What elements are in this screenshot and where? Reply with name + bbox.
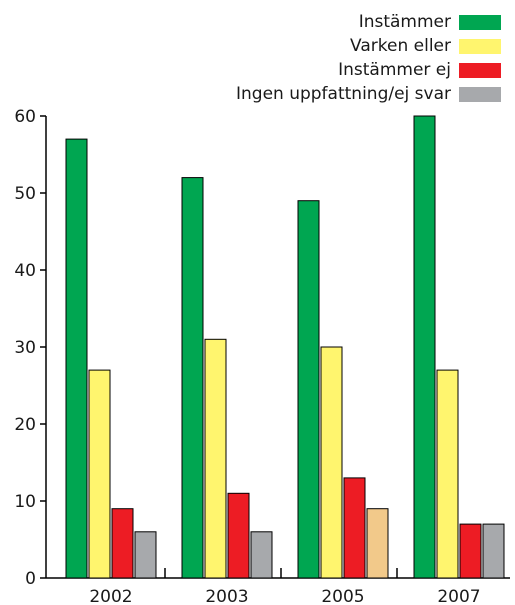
y-tick-label: 10 (14, 492, 36, 512)
legend-item-instammer-ej: Instämmer ej (236, 58, 501, 82)
bar (250, 531, 273, 579)
bar (343, 477, 366, 579)
bar (111, 508, 134, 579)
legend-item-instammer: Instämmer (236, 10, 501, 34)
y-tick-label: 0 (25, 569, 36, 589)
x-tick-label: 2005 (321, 587, 364, 605)
y-tick-label: 60 (14, 107, 36, 127)
bar (65, 138, 88, 579)
bar (134, 531, 157, 579)
x-tick-label: 2002 (89, 587, 132, 605)
legend-swatch (459, 14, 501, 30)
bar (413, 115, 436, 579)
bar (482, 523, 505, 579)
bar (436, 369, 459, 579)
y-tick-label: 20 (14, 415, 36, 435)
legend-swatch (459, 62, 501, 78)
legend-swatch (459, 86, 501, 102)
bar (459, 523, 482, 579)
legend: Instämmer Varken eller Instämmer ej Inge… (236, 10, 501, 106)
y-tick-label: 50 (14, 184, 36, 204)
legend-label: Ingen uppfattning/ej svar (235, 84, 451, 104)
y-tick-label: 30 (14, 338, 36, 358)
bar (297, 200, 320, 579)
bar (204, 338, 227, 579)
bar (88, 369, 111, 579)
legend-label: Instämmer ej (338, 60, 451, 80)
legend-item-ingen-uppfattning: Ingen uppfattning/ej svar (236, 82, 501, 106)
bar (181, 177, 204, 579)
bar (227, 492, 250, 579)
legend-item-varken-eller: Varken eller (236, 34, 501, 58)
y-tick-label: 40 (14, 261, 36, 281)
x-tick-label: 2003 (205, 587, 248, 605)
x-tick-label: 2007 (437, 587, 480, 605)
legend-label: Instämmer (358, 12, 451, 32)
legend-label: Varken eller (350, 36, 451, 56)
legend-swatch (459, 38, 501, 54)
bar (320, 346, 343, 579)
bar (366, 508, 389, 579)
